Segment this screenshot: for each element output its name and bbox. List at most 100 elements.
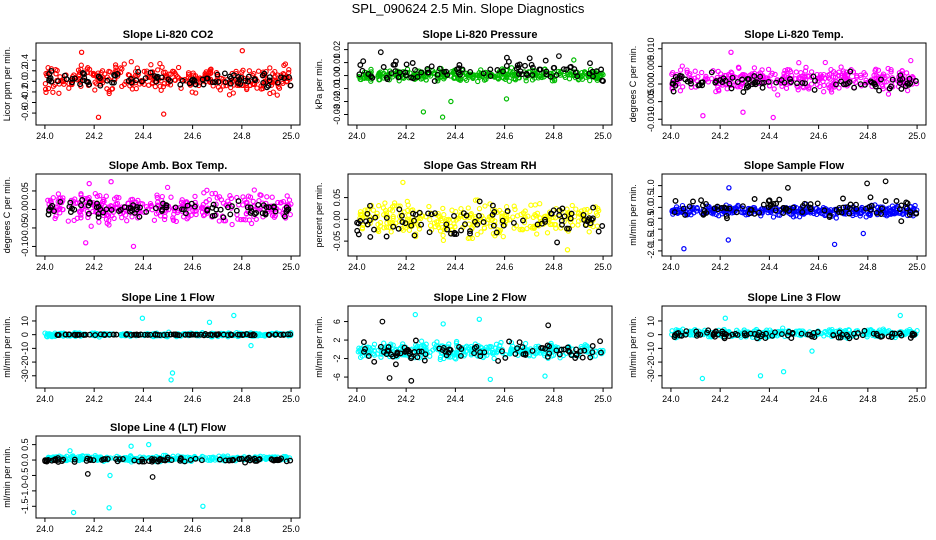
data-point [213, 331, 220, 338]
data-point [416, 209, 423, 216]
data-point [43, 333, 50, 339]
y-tick-label: -2 [332, 355, 342, 363]
outlier-point [408, 377, 415, 384]
data-point [751, 73, 758, 80]
data-point [481, 225, 487, 231]
data-point [55, 455, 61, 462]
data-point [854, 73, 860, 79]
data-point [363, 218, 369, 225]
data-point [372, 214, 379, 221]
data-point [499, 348, 505, 355]
data-point [798, 330, 805, 337]
data-point [142, 331, 148, 338]
data-point [532, 212, 538, 218]
y-tick-label: -0.6 [20, 105, 30, 121]
data-point [104, 211, 111, 218]
data-point [830, 332, 837, 339]
data-point [739, 76, 746, 83]
data-point [465, 74, 472, 80]
data-point [211, 212, 218, 219]
data-point [586, 229, 592, 235]
data-point [54, 331, 61, 338]
data-point [244, 204, 251, 211]
data-point [52, 207, 58, 213]
data-point [772, 329, 778, 336]
x-tick-label: 25.0 [282, 394, 300, 404]
data-point [900, 211, 906, 217]
data-point [411, 232, 418, 239]
data-point [510, 219, 517, 226]
data-point [86, 81, 93, 88]
data-point [836, 204, 843, 211]
data-point [853, 201, 859, 208]
data-point [418, 69, 425, 76]
data-point [488, 223, 494, 230]
data-point [193, 90, 199, 96]
data-point [598, 349, 604, 356]
data-point [437, 228, 444, 234]
data-point [402, 348, 409, 355]
data-point [699, 79, 706, 86]
data-point [92, 87, 98, 93]
data-point [357, 76, 363, 82]
outlier-point [106, 505, 112, 511]
data-point [274, 457, 281, 464]
data-point [160, 69, 167, 76]
data-point [467, 230, 473, 237]
panel-title: Slope Line 4 (LT) Flow [110, 422, 226, 434]
data-point [42, 81, 49, 87]
data-point [857, 213, 863, 219]
data-point [276, 85, 283, 91]
outlier-point [130, 243, 137, 250]
outlier-point [412, 311, 418, 318]
data-point [74, 215, 80, 221]
data-point [434, 339, 440, 345]
data-point [476, 206, 483, 212]
data-point [48, 66, 55, 72]
x-tick-label: 24.4 [447, 394, 465, 404]
outlier-point [200, 503, 206, 509]
data-point [733, 209, 740, 216]
data-point [242, 217, 249, 223]
data-point [112, 72, 119, 79]
data-point [584, 343, 590, 349]
data-point [547, 73, 554, 80]
data-point [391, 200, 398, 206]
data-point [139, 78, 145, 85]
data-point [176, 332, 183, 339]
data-point [146, 458, 153, 465]
data-point [523, 78, 529, 84]
data-point [204, 187, 210, 193]
data-point [283, 458, 290, 465]
data-point [776, 196, 783, 203]
data-point [121, 204, 128, 211]
data-point [133, 77, 140, 84]
data-point [769, 70, 775, 76]
panel-3: Slope Li-820 Temp. degrees C per min. 24.0… [628, 29, 927, 141]
plot-frame [35, 42, 301, 126]
data-point [117, 207, 124, 213]
data-point [729, 74, 736, 81]
data-point [838, 209, 845, 216]
data-point [907, 209, 914, 216]
data-point [504, 208, 511, 215]
page-title: SPL_090624 2.5 Min. Slope Diagnostics [351, 1, 585, 16]
data-point [357, 62, 364, 68]
data-point [382, 200, 388, 206]
data-point [439, 217, 445, 224]
y-tick-label: -1.5 [20, 499, 30, 515]
data-point [251, 76, 258, 83]
data-point [117, 65, 124, 71]
outlier-point [84, 471, 91, 477]
y-tick-label: 0.4 [20, 54, 30, 67]
data-point [815, 208, 821, 215]
outlier-point [740, 109, 746, 115]
data-point [867, 327, 873, 334]
data-point [466, 344, 472, 351]
data-point [589, 68, 596, 75]
data-point [875, 67, 882, 73]
data-point [50, 195, 56, 201]
y-tick-label: 0.2 [20, 65, 30, 78]
data-point [414, 343, 421, 349]
data-point [832, 70, 839, 77]
